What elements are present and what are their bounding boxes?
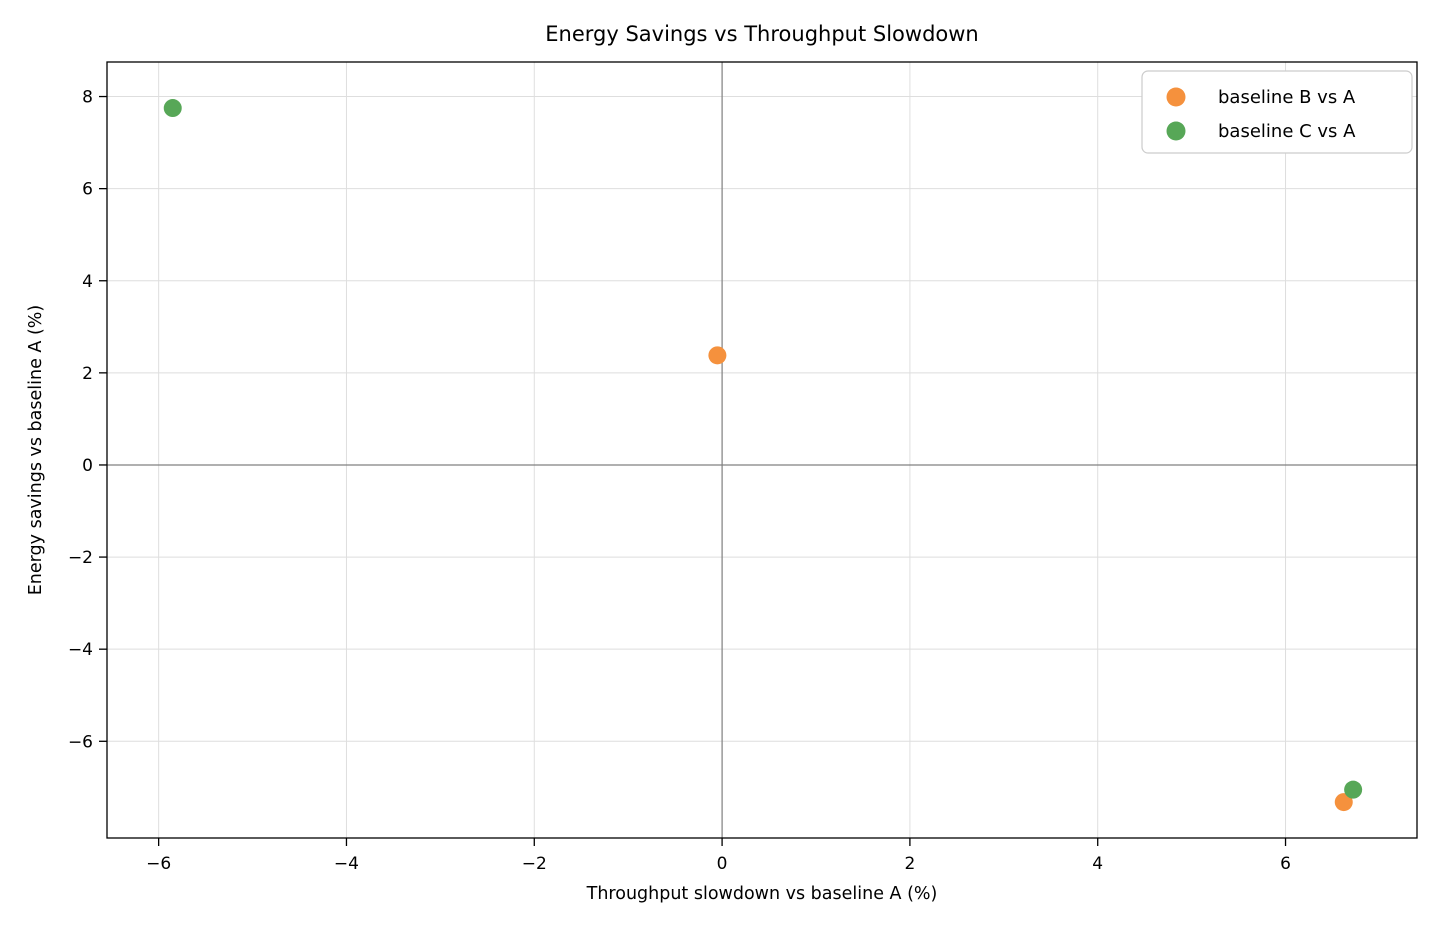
grid-lines (107, 62, 1417, 838)
y-tick-label: 0 (82, 456, 93, 476)
legend-label: baseline B vs A (1218, 87, 1356, 108)
legend: baseline B vs A baseline C vs A (1141, 70, 1413, 154)
data-point (708, 346, 727, 365)
y-tick-label: 4 (82, 272, 93, 292)
series-1 (163, 99, 1363, 799)
x-tick-label: 2 (904, 854, 915, 874)
x-tick-label: −6 (146, 854, 171, 874)
x-tick-label: −4 (334, 854, 359, 874)
x-tick-label: 4 (1092, 854, 1103, 874)
data-point (163, 99, 182, 118)
series-0 (708, 346, 1353, 812)
legend-marker (1166, 87, 1186, 107)
y-axis-label: Energy savings vs baseline A (%) (26, 304, 46, 596)
y-tick-label: −6 (68, 732, 93, 752)
x-tick-label: 0 (717, 854, 728, 874)
legend-box (1141, 70, 1413, 154)
chart-title: Energy Savings vs Throughput Slowdown (545, 22, 979, 46)
y-tick-label: 8 (82, 88, 93, 108)
data-point (1344, 780, 1363, 799)
x-tick-label: −2 (522, 854, 547, 874)
axis-ticks: −6 −4 −2 0 2 4 6 8 6 4 2 0 −2 −4 −6 (68, 88, 1291, 874)
legend-label: baseline C vs A (1218, 121, 1356, 142)
data-point (1334, 793, 1353, 812)
y-tick-label: 6 (82, 180, 93, 200)
y-tick-label: −2 (68, 548, 93, 568)
legend-marker (1166, 121, 1186, 141)
x-tick-label: 6 (1280, 854, 1291, 874)
x-axis-label: Throughput slowdown vs baseline A (%) (586, 884, 938, 904)
y-tick-label: −4 (68, 640, 93, 660)
y-tick-label: 2 (82, 364, 93, 384)
plot-frame (106, 61, 1418, 839)
